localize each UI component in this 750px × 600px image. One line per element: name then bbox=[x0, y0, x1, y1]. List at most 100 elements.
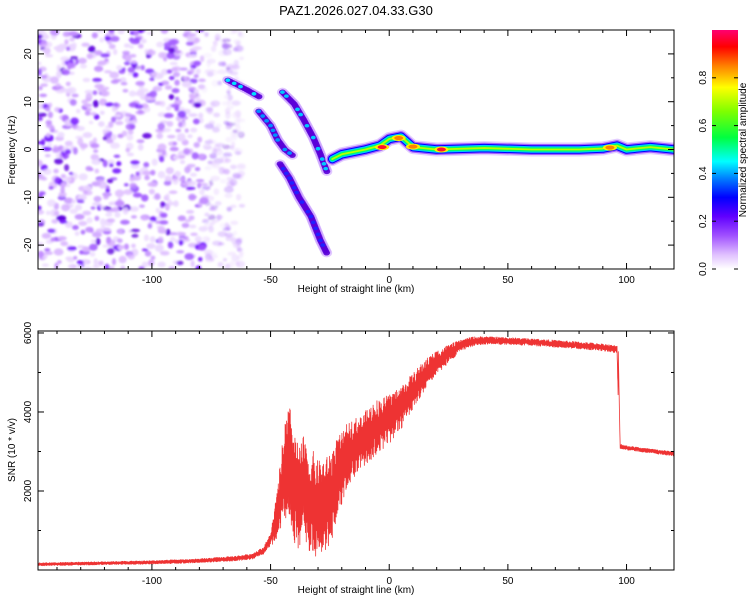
noise-blob bbox=[91, 159, 102, 165]
noise-blob bbox=[38, 34, 43, 39]
noise-blob bbox=[63, 176, 72, 183]
noise-blob bbox=[204, 257, 215, 263]
noise-blob bbox=[144, 175, 150, 181]
noise-blob bbox=[92, 264, 100, 269]
noise-blob bbox=[99, 98, 108, 106]
noise-blob bbox=[236, 260, 246, 268]
noise-blob bbox=[168, 190, 178, 195]
noise-blob bbox=[177, 110, 187, 118]
spectrogram-x-tick-label: 50 bbox=[502, 275, 514, 286]
noise-blob bbox=[75, 135, 84, 140]
noise-blob bbox=[131, 233, 139, 238]
noise-blob bbox=[67, 264, 73, 269]
noise-blob bbox=[78, 220, 88, 226]
noise-blob bbox=[235, 193, 242, 201]
middle-branch-core bbox=[264, 119, 270, 123]
noise-blob bbox=[64, 140, 73, 147]
noise-blob bbox=[238, 203, 246, 208]
noise-blob bbox=[112, 206, 119, 213]
noise-blob bbox=[211, 79, 220, 87]
noise-blob bbox=[158, 220, 169, 225]
noise-blob bbox=[218, 242, 225, 246]
spectrogram-y-label: Frequency (Hz) bbox=[7, 116, 18, 185]
noise-blob bbox=[54, 262, 59, 269]
noise-blob bbox=[114, 200, 125, 207]
noise-blob bbox=[201, 86, 208, 94]
noise-blob bbox=[147, 181, 158, 187]
noise-blob bbox=[184, 235, 189, 240]
noise-blob bbox=[64, 221, 73, 229]
noise-blob bbox=[188, 54, 198, 58]
noise-blob bbox=[84, 110, 91, 116]
noise-blob bbox=[41, 263, 49, 267]
noise-blob bbox=[195, 178, 205, 183]
noise-blob bbox=[48, 186, 54, 190]
middle-branch bbox=[253, 106, 298, 160]
noise-blob bbox=[184, 166, 191, 174]
noise-blob bbox=[146, 92, 153, 97]
noise-blob bbox=[155, 207, 160, 214]
noise-blob bbox=[99, 205, 105, 209]
noise-blob bbox=[78, 173, 88, 181]
noise-blob bbox=[198, 78, 206, 83]
noise-blob bbox=[198, 117, 204, 124]
noise-blob bbox=[237, 31, 242, 37]
noise-blob bbox=[40, 40, 47, 48]
noise-blob bbox=[59, 219, 68, 224]
noise-blob bbox=[168, 75, 175, 81]
noise-blob bbox=[169, 146, 179, 152]
noise-blob bbox=[129, 45, 134, 49]
lower-branch-core bbox=[305, 209, 311, 214]
spectrogram-y-tick-label: -10 bbox=[23, 190, 34, 205]
noise-blob bbox=[38, 116, 43, 121]
noise-blob bbox=[158, 51, 166, 59]
noise-blob bbox=[159, 212, 168, 218]
upper-branch-core bbox=[298, 112, 304, 117]
noise-blob bbox=[99, 37, 105, 43]
noise-blob bbox=[38, 222, 45, 227]
spectrogram-y-tick-label: 0 bbox=[23, 146, 34, 152]
noise-blob bbox=[130, 215, 138, 219]
colorbar: 0.0 0.2 0.4 0.6 0.8 Normalized spectral ampl… bbox=[698, 30, 749, 276]
noise-blob bbox=[165, 228, 171, 236]
upper-branch-core bbox=[310, 135, 316, 140]
noise-blob bbox=[226, 105, 235, 110]
noise-blob bbox=[47, 228, 56, 234]
upper-branch-core bbox=[321, 162, 327, 166]
noise-blob bbox=[38, 209, 45, 215]
noise-blob bbox=[104, 102, 114, 107]
noise-blob bbox=[204, 32, 209, 37]
upper-branch-core bbox=[319, 157, 325, 161]
noise-blob bbox=[89, 251, 96, 257]
noise-blob bbox=[184, 219, 192, 223]
noise-blob bbox=[76, 126, 85, 131]
noise-blob bbox=[71, 199, 76, 204]
noise-blob bbox=[225, 64, 234, 69]
snr-y-tick-label: 4000 bbox=[23, 400, 34, 423]
noise-blob bbox=[174, 170, 181, 178]
noise-blob bbox=[171, 66, 178, 72]
noise-blob bbox=[217, 231, 228, 237]
noise-blob bbox=[77, 194, 87, 201]
noise-blob bbox=[113, 154, 121, 158]
noise-blob bbox=[42, 168, 52, 175]
noise-blob bbox=[234, 45, 244, 52]
noise-blob bbox=[157, 122, 165, 131]
noise-blob bbox=[166, 52, 175, 59]
noise-blob bbox=[223, 94, 232, 100]
noise-blob bbox=[86, 217, 93, 224]
noise-blob bbox=[90, 239, 98, 243]
noise-blob bbox=[90, 112, 97, 116]
noise-blob bbox=[122, 207, 129, 215]
noise-blob bbox=[102, 129, 107, 135]
noise-blob bbox=[146, 31, 154, 35]
noise-blob bbox=[154, 76, 163, 80]
noise-blob bbox=[109, 71, 120, 79]
noise-blob bbox=[199, 197, 209, 205]
noise-blob bbox=[177, 215, 186, 222]
noise-blob bbox=[210, 139, 217, 145]
upper-branch-core bbox=[280, 90, 285, 94]
middle-branch-core bbox=[268, 123, 273, 128]
noise-blob bbox=[69, 208, 78, 214]
noise-blob bbox=[63, 197, 74, 204]
